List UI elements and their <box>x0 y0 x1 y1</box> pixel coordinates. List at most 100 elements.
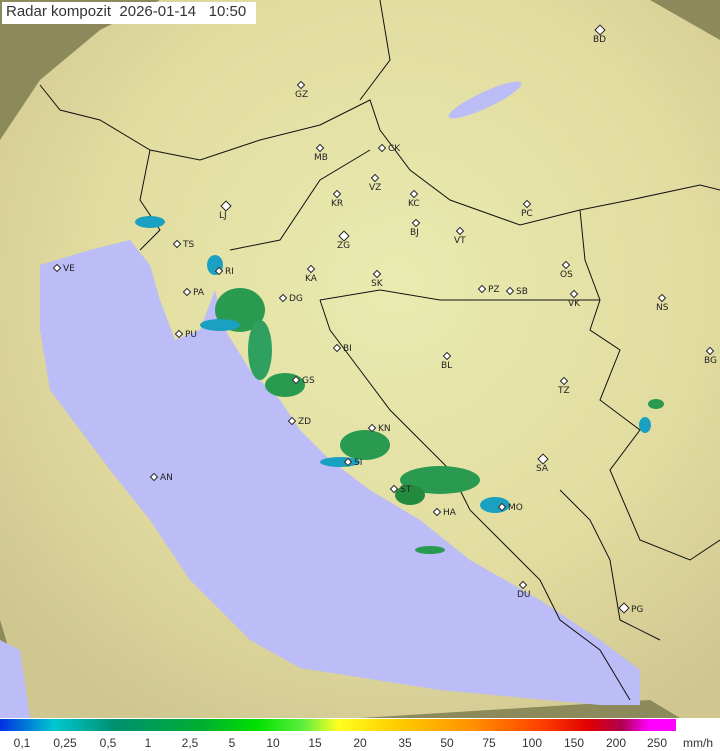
city-label: PZ <box>488 285 500 295</box>
city-marker: TS <box>172 239 195 250</box>
city-marker: BJ <box>410 218 422 238</box>
city-marker: VT <box>454 226 466 246</box>
title-time: 10:50 <box>208 3 247 20</box>
city-marker: RI <box>214 266 234 277</box>
city-dot-icon <box>315 143 325 153</box>
city-label: BL <box>441 361 453 371</box>
city-dot-icon <box>172 239 182 249</box>
city-label: DG <box>289 294 303 304</box>
city-dot-icon <box>657 293 667 303</box>
city-label: TS <box>183 240 195 250</box>
city-label: BG <box>704 356 717 366</box>
city-dot-icon <box>497 502 507 512</box>
city-dot-icon <box>377 143 387 153</box>
legend-tick: 35 <box>398 736 412 750</box>
city-dot-icon <box>618 602 630 614</box>
city-label: VZ <box>369 183 382 193</box>
city-marker: ZG <box>337 230 351 251</box>
legend-tick: 10 <box>266 736 280 750</box>
city-dot-icon <box>505 286 515 296</box>
city-marker: VK <box>568 289 580 309</box>
city-dot-icon <box>455 226 465 236</box>
city-marker: SK <box>371 269 383 289</box>
city-dot-icon <box>705 346 715 356</box>
city-marker: BI <box>332 343 352 354</box>
city-label: TZ <box>558 386 570 396</box>
city-label: SI <box>354 458 363 468</box>
sea-adriatic <box>40 240 640 705</box>
city-marker: NS <box>656 293 668 313</box>
city-label: KR <box>331 199 344 209</box>
city-label: ZD <box>298 417 312 427</box>
city-label: MB <box>314 153 328 163</box>
city-marker: AN <box>149 472 173 483</box>
legend-tick: 50 <box>440 736 454 750</box>
radar-echoes <box>135 216 664 554</box>
city-label: GS <box>302 376 315 386</box>
city-label: KA <box>305 274 317 284</box>
city-marker: CK <box>377 143 400 154</box>
city-label: NS <box>656 303 669 313</box>
city-dot-icon <box>220 200 232 212</box>
city-marker: GS <box>291 375 315 386</box>
legend-tick: 5 <box>228 736 236 750</box>
city-label: SA <box>536 464 549 474</box>
city-marker: MO <box>497 502 523 513</box>
city-dot-icon <box>432 507 442 517</box>
map-background <box>0 0 720 718</box>
city-marker: BD <box>593 24 607 45</box>
city-marker: SA <box>536 453 550 474</box>
city-label: OS <box>560 270 573 280</box>
city-label: VE <box>63 264 75 274</box>
country-borders <box>39 0 720 701</box>
city-dot-icon <box>518 580 528 590</box>
city-marker: PG <box>618 602 643 615</box>
city-label: ST <box>400 485 412 495</box>
city-label: PU <box>185 330 198 340</box>
legend-tick: 0,1 <box>13 736 31 750</box>
city-marker: SB <box>505 286 528 297</box>
city-marker: PC <box>521 199 533 219</box>
city-marker: KR <box>331 189 343 209</box>
city-label: VT <box>454 236 466 246</box>
city-label: BJ <box>410 228 419 238</box>
city-dot-icon <box>561 260 571 270</box>
legend-tick: 200 <box>605 736 627 750</box>
city-dot-icon <box>278 293 288 303</box>
city-label: SK <box>371 279 383 289</box>
city-dot-icon <box>149 472 159 482</box>
city-marker: TZ <box>558 376 570 396</box>
city-marker: OS <box>560 260 573 280</box>
city-dot-icon <box>559 376 569 386</box>
city-dot-icon <box>291 375 301 385</box>
city-label: HA <box>443 508 456 518</box>
city-marker: PZ <box>477 284 500 295</box>
lake-balaton <box>448 81 522 119</box>
city-dot-icon <box>569 289 579 299</box>
legend-tick: 15 <box>308 736 322 750</box>
city-marker: ST <box>389 484 412 495</box>
city-marker: SI <box>343 457 363 468</box>
city-marker: KA <box>305 264 317 284</box>
legend-unit: mm/h <box>683 736 713 750</box>
city-marker: DG <box>278 293 303 304</box>
legend-tick: 250 <box>646 736 668 750</box>
city-dot-icon <box>182 287 192 297</box>
city-marker: DU <box>517 580 531 600</box>
city-dot-icon <box>477 284 487 294</box>
legend-tick: 75 <box>482 736 496 750</box>
city-marker: ZD <box>287 416 312 427</box>
title-label: Radar kompozit <box>6 3 112 20</box>
radar-map[interactable]: Radar kompozit 2026-01-14 10:50 BD GZ MB CK… <box>0 0 720 718</box>
city-dot-icon <box>287 416 297 426</box>
legend-tick: 2,5 <box>181 736 199 750</box>
city-dot-icon <box>389 484 399 494</box>
city-marker: PU <box>174 329 198 340</box>
city-marker: LJ <box>219 200 233 221</box>
city-marker: KN <box>367 423 391 434</box>
legend-tick: 1 <box>144 736 152 750</box>
city-dot-icon <box>594 24 606 36</box>
city-marker: VE <box>52 263 75 274</box>
city-dot-icon <box>332 189 342 199</box>
city-dot-icon <box>370 173 380 183</box>
